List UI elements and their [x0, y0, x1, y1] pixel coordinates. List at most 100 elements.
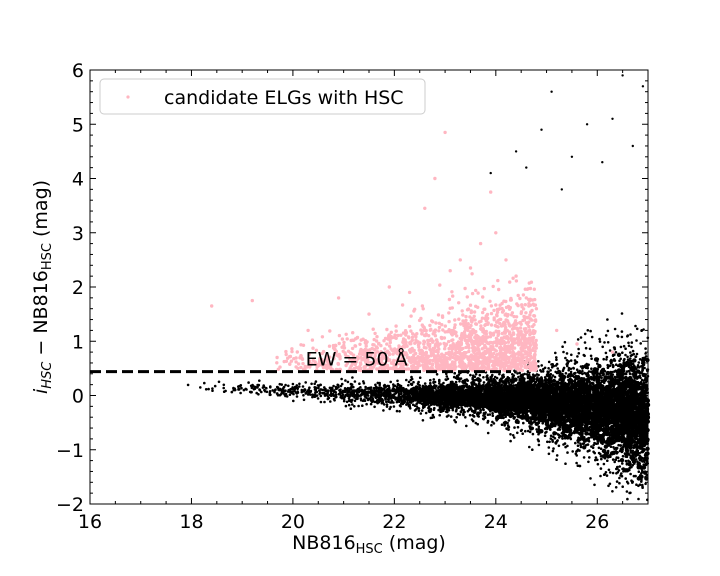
- source-point: [562, 378, 565, 382]
- source-point: [452, 375, 456, 379]
- source-point: [363, 399, 367, 403]
- source-point: [310, 382, 313, 386]
- source-point: [610, 360, 613, 364]
- source-point: [468, 408, 471, 411]
- source-point: [547, 426, 550, 429]
- source-point: [556, 367, 559, 370]
- source-point: [392, 401, 395, 404]
- source-point: [326, 392, 330, 396]
- source-point: [260, 390, 263, 394]
- source-point: [548, 440, 551, 444]
- source-point: [237, 388, 240, 391]
- source-point: [400, 392, 403, 396]
- source-point: [361, 393, 365, 396]
- source-point: [255, 391, 258, 395]
- source-point: [628, 372, 632, 376]
- source-point: [611, 490, 614, 493]
- source-point: [457, 373, 461, 376]
- source-point: [531, 373, 535, 377]
- source-point: [298, 382, 301, 386]
- source-point: [583, 332, 587, 336]
- source-point: [438, 382, 441, 385]
- source-point: [630, 341, 634, 344]
- source-point: [611, 458, 615, 461]
- source-point: [521, 432, 524, 436]
- source-point: [541, 422, 544, 425]
- source-point: [486, 413, 490, 417]
- source-point: [488, 413, 492, 416]
- source-point: [340, 396, 344, 400]
- source-point: [559, 377, 563, 380]
- source-point: [555, 356, 558, 359]
- source-point: [535, 428, 538, 431]
- source-point: [597, 446, 601, 450]
- source-point: [626, 334, 630, 337]
- source-point: [624, 353, 627, 357]
- source-point: [464, 416, 467, 419]
- source-point: [516, 372, 519, 375]
- source-point: [576, 370, 580, 374]
- source-point: [566, 364, 569, 368]
- source-point: [333, 399, 336, 402]
- source-point: [614, 363, 618, 367]
- source-point: [417, 380, 420, 384]
- source-point: [624, 347, 627, 351]
- source-point: [579, 365, 583, 368]
- source-point: [537, 365, 540, 368]
- source-point: [575, 368, 579, 372]
- source-point: [398, 404, 402, 407]
- source-point: [466, 409, 470, 413]
- source-point: [573, 431, 576, 435]
- source-point: [564, 372, 568, 375]
- source-point: [590, 335, 594, 339]
- source-point: [290, 390, 294, 394]
- source-point: [383, 394, 386, 398]
- source-point: [617, 459, 621, 463]
- source-point: [540, 364, 543, 367]
- source-point: [475, 412, 479, 416]
- source-point: [429, 381, 432, 385]
- source-point: [207, 387, 210, 391]
- source-point: [626, 358, 630, 361]
- source-point: [550, 363, 553, 366]
- source-point: [393, 384, 397, 388]
- source-point: [424, 411, 428, 415]
- source-point: [586, 329, 590, 332]
- source-point: [583, 341, 587, 344]
- source-point: [359, 397, 363, 400]
- source-point: [369, 399, 373, 402]
- source-point: [637, 470, 641, 474]
- source-point: [635, 327, 639, 331]
- source-point: [446, 377, 450, 381]
- source-point: [249, 391, 253, 394]
- source-point: [366, 387, 369, 390]
- source-point: [505, 427, 508, 430]
- source-point: [569, 370, 573, 374]
- source-point: [541, 370, 545, 373]
- source-point: [486, 431, 490, 435]
- source-point: [405, 378, 408, 382]
- source-point: [199, 386, 202, 389]
- source-point: [629, 333, 632, 336]
- source-point: [345, 388, 348, 391]
- source-point: [367, 397, 371, 400]
- source-point: [324, 387, 327, 391]
- source-point: [472, 415, 476, 418]
- source-point: [590, 357, 593, 361]
- source-point: [459, 410, 463, 413]
- source-point: [555, 358, 558, 362]
- source-point: [373, 405, 376, 409]
- source-point: [618, 359, 621, 363]
- source-point: [490, 375, 494, 378]
- source-point: [612, 385, 616, 389]
- source-point: [369, 386, 373, 389]
- source-point: [282, 385, 286, 389]
- source-point: [258, 388, 262, 392]
- source-point: [458, 413, 462, 416]
- source-point: [265, 386, 268, 390]
- source-point: [298, 385, 301, 388]
- source-point: [291, 382, 295, 386]
- source-point: [313, 386, 317, 389]
- source-point: [481, 408, 485, 411]
- source-point: [370, 389, 374, 392]
